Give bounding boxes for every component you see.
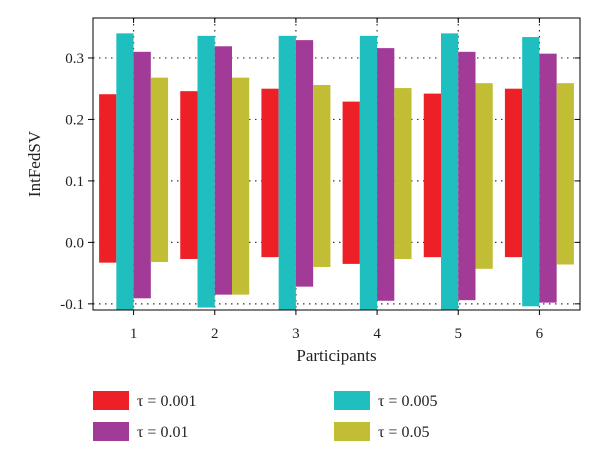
y-tick-label: 0.0 (65, 235, 84, 251)
bar (377, 48, 395, 301)
legend-label: τ = 0.001 (137, 393, 196, 410)
y-tick-label: 0.3 (65, 51, 84, 67)
legend-swatch (334, 422, 370, 441)
bar (342, 101, 360, 264)
legend: τ = 0.001 τ = 0.005 τ = 0.01 τ = 0.05 (93, 391, 437, 441)
x-tick-label: 3 (292, 326, 300, 342)
legend-swatch (93, 391, 129, 410)
bar (278, 35, 296, 311)
legend-item: τ = 0.01 (93, 422, 188, 441)
y-tick-label: 0.1 (65, 174, 84, 190)
bar (504, 88, 523, 258)
x-tick-label: 4 (373, 326, 381, 342)
bar (231, 77, 250, 295)
bar (423, 93, 442, 258)
legend-item: τ = 0.001 (93, 391, 196, 410)
bar (197, 35, 215, 308)
bar (556, 83, 574, 265)
legend-item: τ = 0.05 (334, 422, 429, 441)
y-axis-ticks: -0.1 0.0 0.1 0.2 0.3 (60, 51, 580, 313)
bar (458, 51, 476, 301)
x-tick-label: 5 (455, 326, 463, 342)
bar (522, 37, 540, 307)
plot-frame (92, 17, 581, 311)
bar (180, 91, 198, 259)
bar (313, 85, 331, 267)
legend-label: τ = 0.05 (378, 424, 429, 441)
bar (99, 94, 117, 263)
y-tick-label: -0.1 (60, 297, 84, 313)
y-axis-label: IntFedSV (25, 130, 44, 197)
bar (441, 33, 459, 311)
bar (150, 77, 169, 263)
x-tick-label: 2 (211, 326, 219, 342)
x-axis-label: Participants (296, 346, 376, 365)
legend-label: τ = 0.01 (137, 424, 188, 441)
bar (475, 83, 493, 269)
legend-item: τ = 0.005 (334, 391, 437, 410)
bar (394, 88, 412, 259)
x-tick-label: 6 (536, 326, 544, 342)
bar (214, 46, 232, 295)
bar (133, 51, 151, 299)
legend-label: τ = 0.005 (378, 393, 437, 410)
bar (359, 35, 378, 311)
x-tick-label: 1 (130, 326, 138, 342)
bar (261, 88, 279, 258)
bar (295, 40, 314, 287)
x-axis-ticks: 1 2 3 4 5 6 (130, 18, 544, 342)
y-tick-label: 0.2 (65, 112, 84, 128)
bar (116, 33, 134, 311)
bar (539, 53, 557, 303)
legend-swatch (334, 391, 370, 410)
legend-swatch (93, 422, 129, 441)
bars (99, 33, 574, 311)
